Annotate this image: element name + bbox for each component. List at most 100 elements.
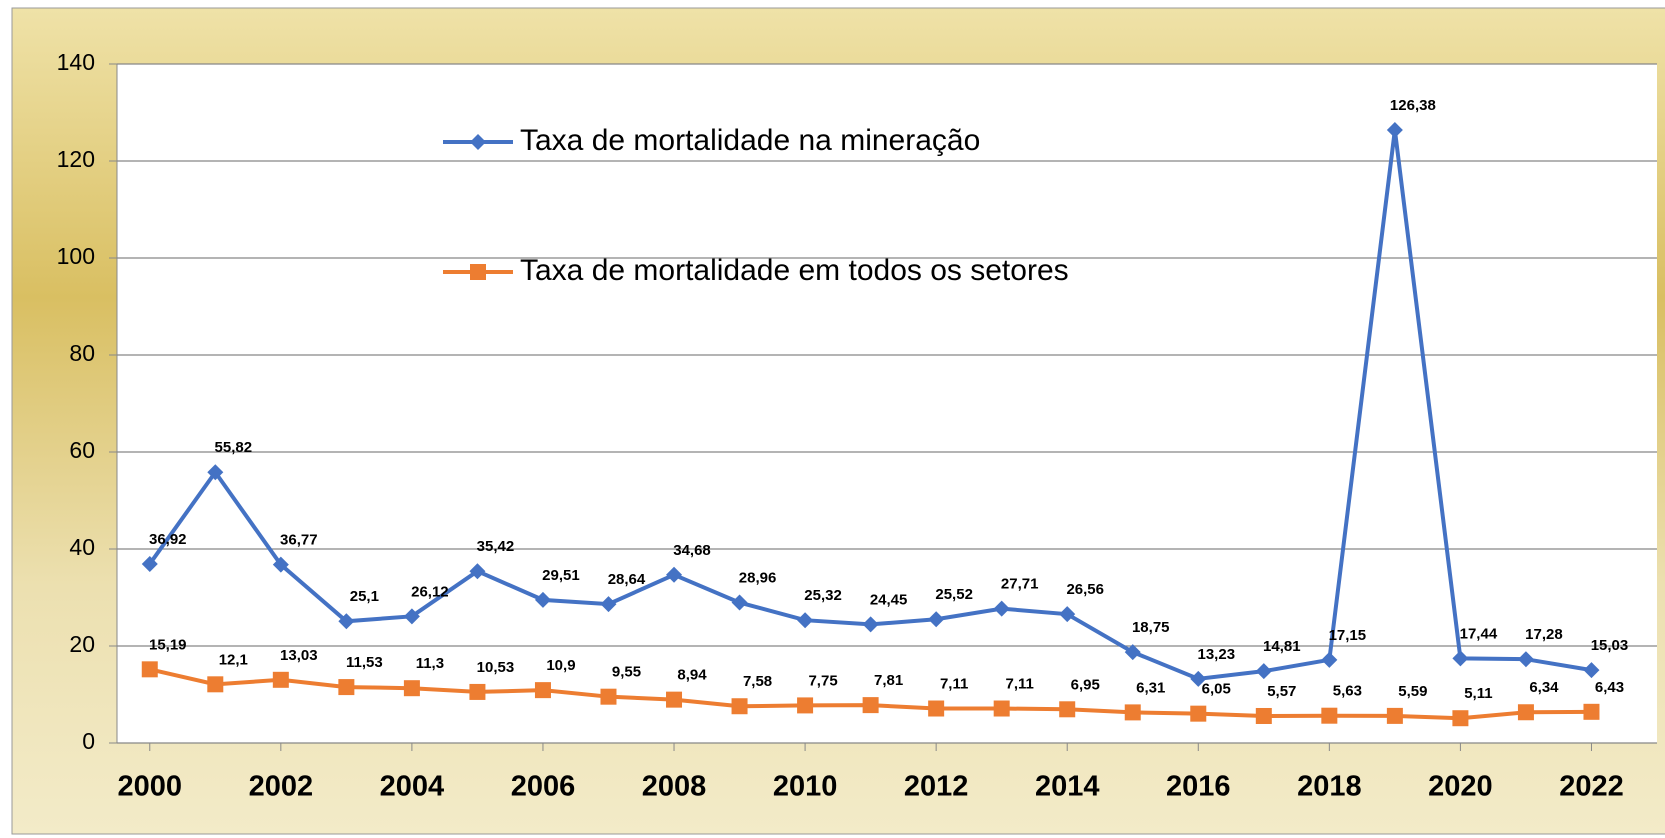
marker [797,697,814,714]
y-tick-label: 140 [57,49,95,75]
data-label: 6,43 [1595,679,1624,696]
x-tick-label: 2008 [642,771,707,803]
marker [666,691,683,708]
y-tick-label: 20 [69,631,95,657]
marker [207,676,224,693]
marker [1452,650,1469,667]
marker [1190,670,1207,687]
marker [1452,710,1469,727]
marker [1386,122,1403,139]
marker [207,464,224,481]
x-tick-label: 2000 [118,771,183,803]
marker [534,682,551,699]
marker [666,566,683,583]
data-label: 55,82 [215,439,253,456]
data-label: 28,96 [739,570,777,587]
marker [1583,662,1600,679]
marker [1255,663,1272,680]
marker [141,555,158,572]
plot-area [117,64,1657,743]
marker [928,700,945,717]
data-label: 13,03 [280,647,318,664]
marker [1517,704,1534,721]
data-label: 7,81 [874,672,903,689]
data-label: 8,94 [677,667,707,684]
data-label: 13,23 [1198,646,1236,663]
y-tick-label: 0 [82,728,95,754]
y-tick-label: 100 [57,243,95,269]
x-tick-label: 2010 [773,771,838,803]
data-label: 28,64 [608,571,646,588]
data-label: 7,11 [940,675,968,692]
legend-marker [470,264,486,280]
data-label: 7,58 [743,673,772,690]
x-tick-label: 2022 [1559,771,1624,803]
x-tick-label: 2016 [1166,771,1231,803]
marker [928,611,945,628]
data-label: 6,95 [1071,676,1100,693]
marker [469,683,486,700]
x-tick-label: 2006 [511,771,576,803]
data-label: 36,92 [149,531,187,548]
marker [1059,701,1076,718]
marker [1517,651,1534,668]
data-label: 17,28 [1525,626,1563,643]
marker [141,661,158,678]
marker [862,616,879,633]
marker [1124,644,1141,661]
legend-marker [470,134,486,150]
data-label: 26,56 [1066,581,1104,598]
legend-label: Taxa de mortalidade em todos os setores [520,254,1069,287]
data-label: 5,59 [1398,683,1427,700]
data-label: 5,57 [1267,683,1296,700]
x-tick-label: 2020 [1428,771,1493,803]
y-tick-label: 40 [69,534,95,560]
marker [600,596,617,613]
marker [1190,705,1207,722]
x-tick-label: 2002 [249,771,314,803]
data-label: 24,45 [870,591,908,608]
data-label: 18,75 [1132,619,1170,636]
data-label: 7,11 [1005,675,1033,692]
data-label: 25,32 [804,587,842,604]
data-label: 15,19 [149,636,187,653]
marker [1255,707,1272,724]
data-label: 11,53 [346,654,383,671]
data-label: 11,3 [416,655,444,672]
data-label: 9,55 [612,664,641,681]
data-label: 10,53 [477,659,515,676]
marker [534,591,551,608]
data-label: 6,05 [1202,681,1231,698]
data-label: 35,42 [477,538,515,555]
data-label: 17,15 [1329,627,1367,644]
data-label: 12,1 [219,651,248,668]
data-label: 25,1 [350,588,379,605]
marker [993,700,1010,717]
marker [272,671,289,688]
marker [1321,651,1338,668]
marker [338,679,355,696]
data-label: 5,11 [1464,685,1492,702]
marker [272,556,289,573]
legend-label: Taxa de mortalidade na mineração [520,124,980,157]
y-tick-label: 60 [69,437,95,463]
data-label: 15,03 [1591,637,1629,654]
marker [1386,707,1403,724]
marker [600,688,617,705]
marker [797,612,814,629]
data-label: 10,9 [546,657,575,674]
marker [1321,707,1338,724]
marker [993,600,1010,617]
marker [403,608,420,625]
x-tick-label: 2004 [380,771,445,803]
data-label: 34,68 [673,542,711,559]
marker [469,563,486,580]
x-tick-label: 2012 [904,771,969,803]
data-label: 27,71 [1001,576,1039,593]
marker [1124,704,1141,721]
data-label: 14,81 [1263,638,1301,655]
data-label: 6,34 [1529,679,1559,696]
data-label: 7,75 [808,672,837,689]
